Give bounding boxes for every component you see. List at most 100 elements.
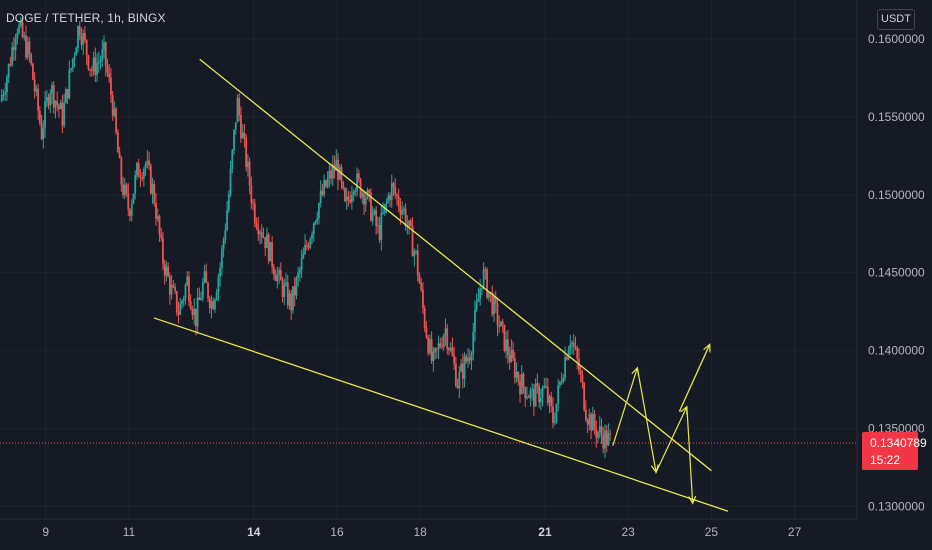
- candle-body: [274, 274, 277, 281]
- candle-body: [214, 299, 216, 310]
- candle-body: [569, 344, 572, 350]
- candle-body: [103, 42, 105, 50]
- candle-body: [539, 398, 542, 403]
- candle-body: [385, 201, 388, 205]
- candle-body: [344, 188, 346, 201]
- candle-body: [411, 225, 414, 257]
- candle-body: [99, 60, 102, 63]
- candle-body: [257, 227, 260, 235]
- candle-body: [266, 234, 268, 249]
- candle-body: [375, 210, 378, 226]
- candle-body: [352, 191, 355, 195]
- candle-body: [584, 409, 587, 421]
- candle-body: [297, 272, 300, 278]
- candle-body: [340, 167, 343, 182]
- candle-body: [241, 132, 244, 139]
- candle-body: [432, 351, 435, 362]
- candle-body: [330, 170, 332, 179]
- candle-body: [134, 175, 137, 194]
- candle-body: [520, 373, 523, 395]
- candle-body: [597, 431, 599, 438]
- candle-body: [598, 426, 601, 432]
- candle-body: [558, 381, 561, 386]
- lower-trendline: [153, 317, 729, 512]
- candle-body: [538, 385, 540, 403]
- candle-body: [307, 246, 310, 248]
- candle-body: [175, 291, 178, 313]
- candle-body: [524, 387, 527, 399]
- candle-body: [378, 225, 381, 240]
- candle-body: [38, 110, 41, 123]
- candle-body: [73, 55, 76, 59]
- candle-body: [92, 57, 95, 72]
- candle-body: [557, 385, 560, 404]
- candle-body: [198, 297, 201, 300]
- candle-body: [28, 41, 31, 55]
- candle-body: [283, 284, 286, 297]
- candle-body: [512, 349, 514, 359]
- candle-body: [356, 173, 358, 191]
- symbol-title[interactable]: DOGE / TETHER, 1h, BINGX: [6, 11, 166, 25]
- candle-body: [32, 63, 34, 80]
- candle-body: [532, 389, 535, 407]
- candle-body: [181, 300, 183, 304]
- arrowhead: [703, 343, 711, 353]
- candle-body: [390, 183, 393, 200]
- candle-body: [605, 430, 608, 446]
- candle-body: [196, 297, 199, 327]
- candle-body: [371, 213, 374, 221]
- candle-body: [215, 292, 218, 300]
- candle-body: [324, 180, 327, 187]
- candle-body: [85, 40, 88, 56]
- candle-body: [14, 38, 17, 51]
- candle-body: [167, 266, 170, 277]
- candle-body: [139, 177, 142, 179]
- candle-body: [44, 101, 46, 129]
- candle-body: [200, 298, 202, 300]
- candle-body: [458, 371, 461, 388]
- candle-body: [486, 269, 488, 298]
- candle-body: [609, 433, 612, 435]
- candle-body: [149, 165, 152, 194]
- candle-body: [278, 269, 280, 275]
- candle-body: [224, 230, 227, 240]
- candle-body: [437, 343, 440, 349]
- candle-body: [108, 72, 111, 78]
- candle-body: [97, 62, 100, 64]
- candle-body: [527, 396, 530, 398]
- time-axis-panel[interactable]: [0, 519, 932, 550]
- candle-body: [467, 357, 469, 362]
- candle-body: [604, 430, 606, 449]
- candle-body: [382, 212, 384, 214]
- candle-body: [59, 102, 62, 110]
- candle-body: [4, 92, 7, 95]
- candle-body: [33, 79, 36, 92]
- candle-body: [137, 163, 140, 178]
- candle-body: [314, 221, 317, 224]
- candle-body: [534, 383, 537, 407]
- candle-body: [66, 89, 69, 99]
- candle-body: [349, 199, 352, 203]
- candle-body: [16, 32, 19, 39]
- last-price-value: 0.1340789: [870, 435, 927, 450]
- candle-body: [560, 381, 563, 383]
- arrowhead: [688, 495, 697, 505]
- candle-body: [475, 301, 478, 310]
- candle-body: [286, 282, 289, 306]
- candle-body: [281, 280, 284, 297]
- candle-body: [595, 428, 598, 438]
- candle-body: [581, 374, 584, 384]
- candle-body: [503, 324, 506, 351]
- candle-body: [363, 192, 365, 205]
- candle-body: [25, 35, 27, 58]
- candle-body: [376, 225, 379, 227]
- candle-body: [500, 321, 502, 327]
- candle-body: [465, 356, 468, 362]
- currency-unit-button[interactable]: USDT: [877, 9, 915, 30]
- candle-body: [501, 321, 504, 325]
- projected-path: [612, 367, 694, 504]
- candle-body: [146, 160, 149, 164]
- candle-body: [253, 203, 256, 224]
